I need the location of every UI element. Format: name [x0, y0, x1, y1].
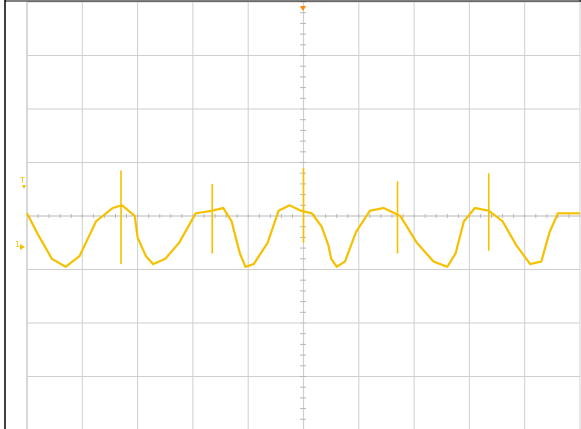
waveform-line: [26, 204, 580, 268]
channel-offset-marker[interactable]: 1: [15, 240, 20, 249]
trigger-level-arrow-icon: [22, 185, 26, 189]
trigger-position-marker[interactable]: [300, 6, 306, 11]
channel-offset-arrow-icon: [20, 244, 25, 250]
trigger-level-marker[interactable]: T: [19, 176, 25, 185]
waveform-trace: [26, 167, 580, 268]
